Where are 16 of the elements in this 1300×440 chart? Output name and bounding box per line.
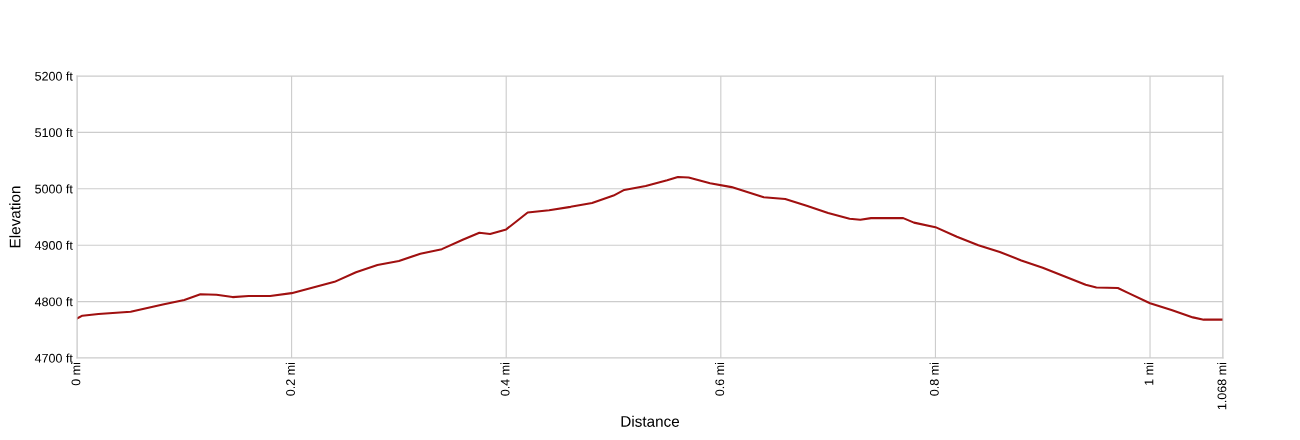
- x-axis-title: Distance: [621, 415, 680, 427]
- y-tick-label: 4800 ft: [34, 297, 73, 307]
- x-tick-label: 0.6 mi: [714, 363, 725, 396]
- y-tick-label: 4700 ft: [34, 353, 73, 363]
- y-tick-label: 5100 ft: [35, 127, 73, 138]
- y-tick-label: 4900 ft: [34, 240, 73, 250]
- y-tick-label: 5200 ft: [35, 71, 73, 81]
- x-tick-label: 0.4 mi: [500, 363, 510, 396]
- x-tick-label: 1.068 mi: [1217, 363, 1227, 410]
- x-tick-label: 0.8 mi: [929, 363, 939, 396]
- y-axis-title: Elevation: [9, 186, 21, 248]
- x-tick-label: 1 mi: [1144, 363, 1154, 385]
- line-series: [77, 175, 1223, 321]
- y-tick-label: 5000 ft: [35, 184, 73, 194]
- x-tick-label: 0 mi: [71, 363, 81, 386]
- x-tick-label: 0.2 mi: [285, 363, 295, 396]
